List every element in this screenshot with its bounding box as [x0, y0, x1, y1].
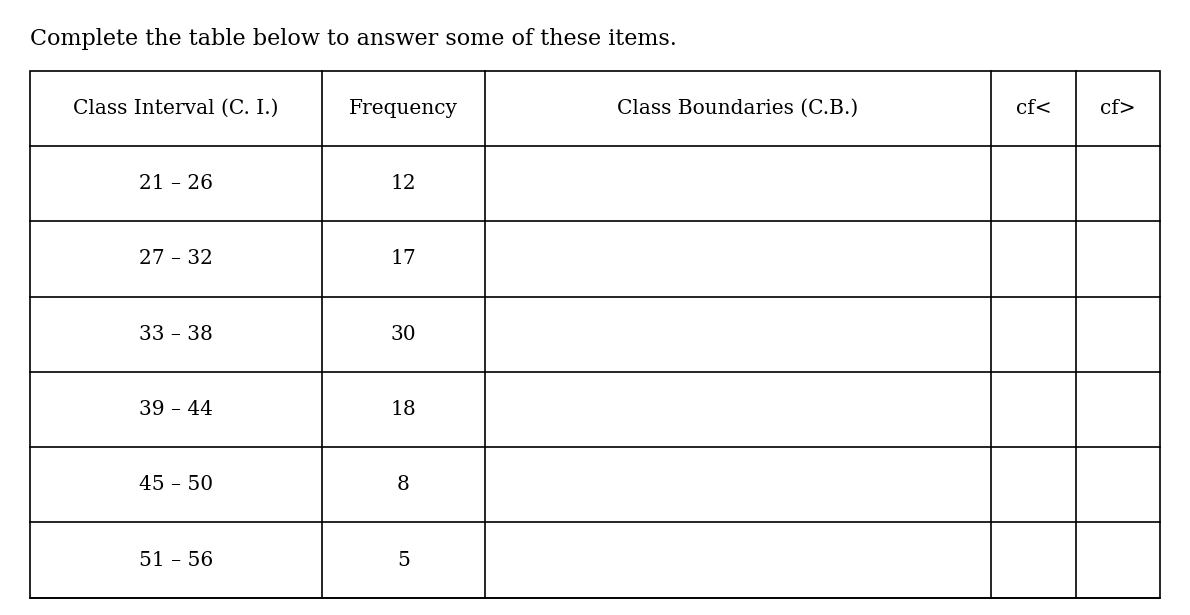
Text: 5: 5 [397, 550, 409, 569]
Text: Class Interval (C. I.): Class Interval (C. I.) [74, 99, 278, 118]
Text: 45 – 50: 45 – 50 [139, 475, 213, 494]
Bar [30, 71, 1160, 598]
Text: Complete the table below to answer some of these items.: Complete the table below to answer some … [30, 28, 677, 50]
Text: Frequency: Frequency [349, 99, 458, 118]
Text: 39 – 44: 39 – 44 [139, 400, 213, 419]
Text: 8: 8 [397, 475, 409, 494]
Text: 12: 12 [390, 174, 416, 193]
Text: 27 – 32: 27 – 32 [139, 250, 213, 269]
Text: 30: 30 [390, 325, 416, 344]
Text: cf<: cf< [1016, 99, 1052, 118]
Text: 17: 17 [390, 250, 416, 269]
Text: 18: 18 [390, 400, 416, 419]
Text: Class Boundaries (C.B.): Class Boundaries (C.B.) [618, 99, 858, 118]
Text: 33 – 38: 33 – 38 [139, 325, 213, 344]
Text: 21 – 26: 21 – 26 [139, 174, 213, 193]
Text: cf>: cf> [1101, 99, 1135, 118]
Text: 51 – 56: 51 – 56 [139, 550, 213, 569]
